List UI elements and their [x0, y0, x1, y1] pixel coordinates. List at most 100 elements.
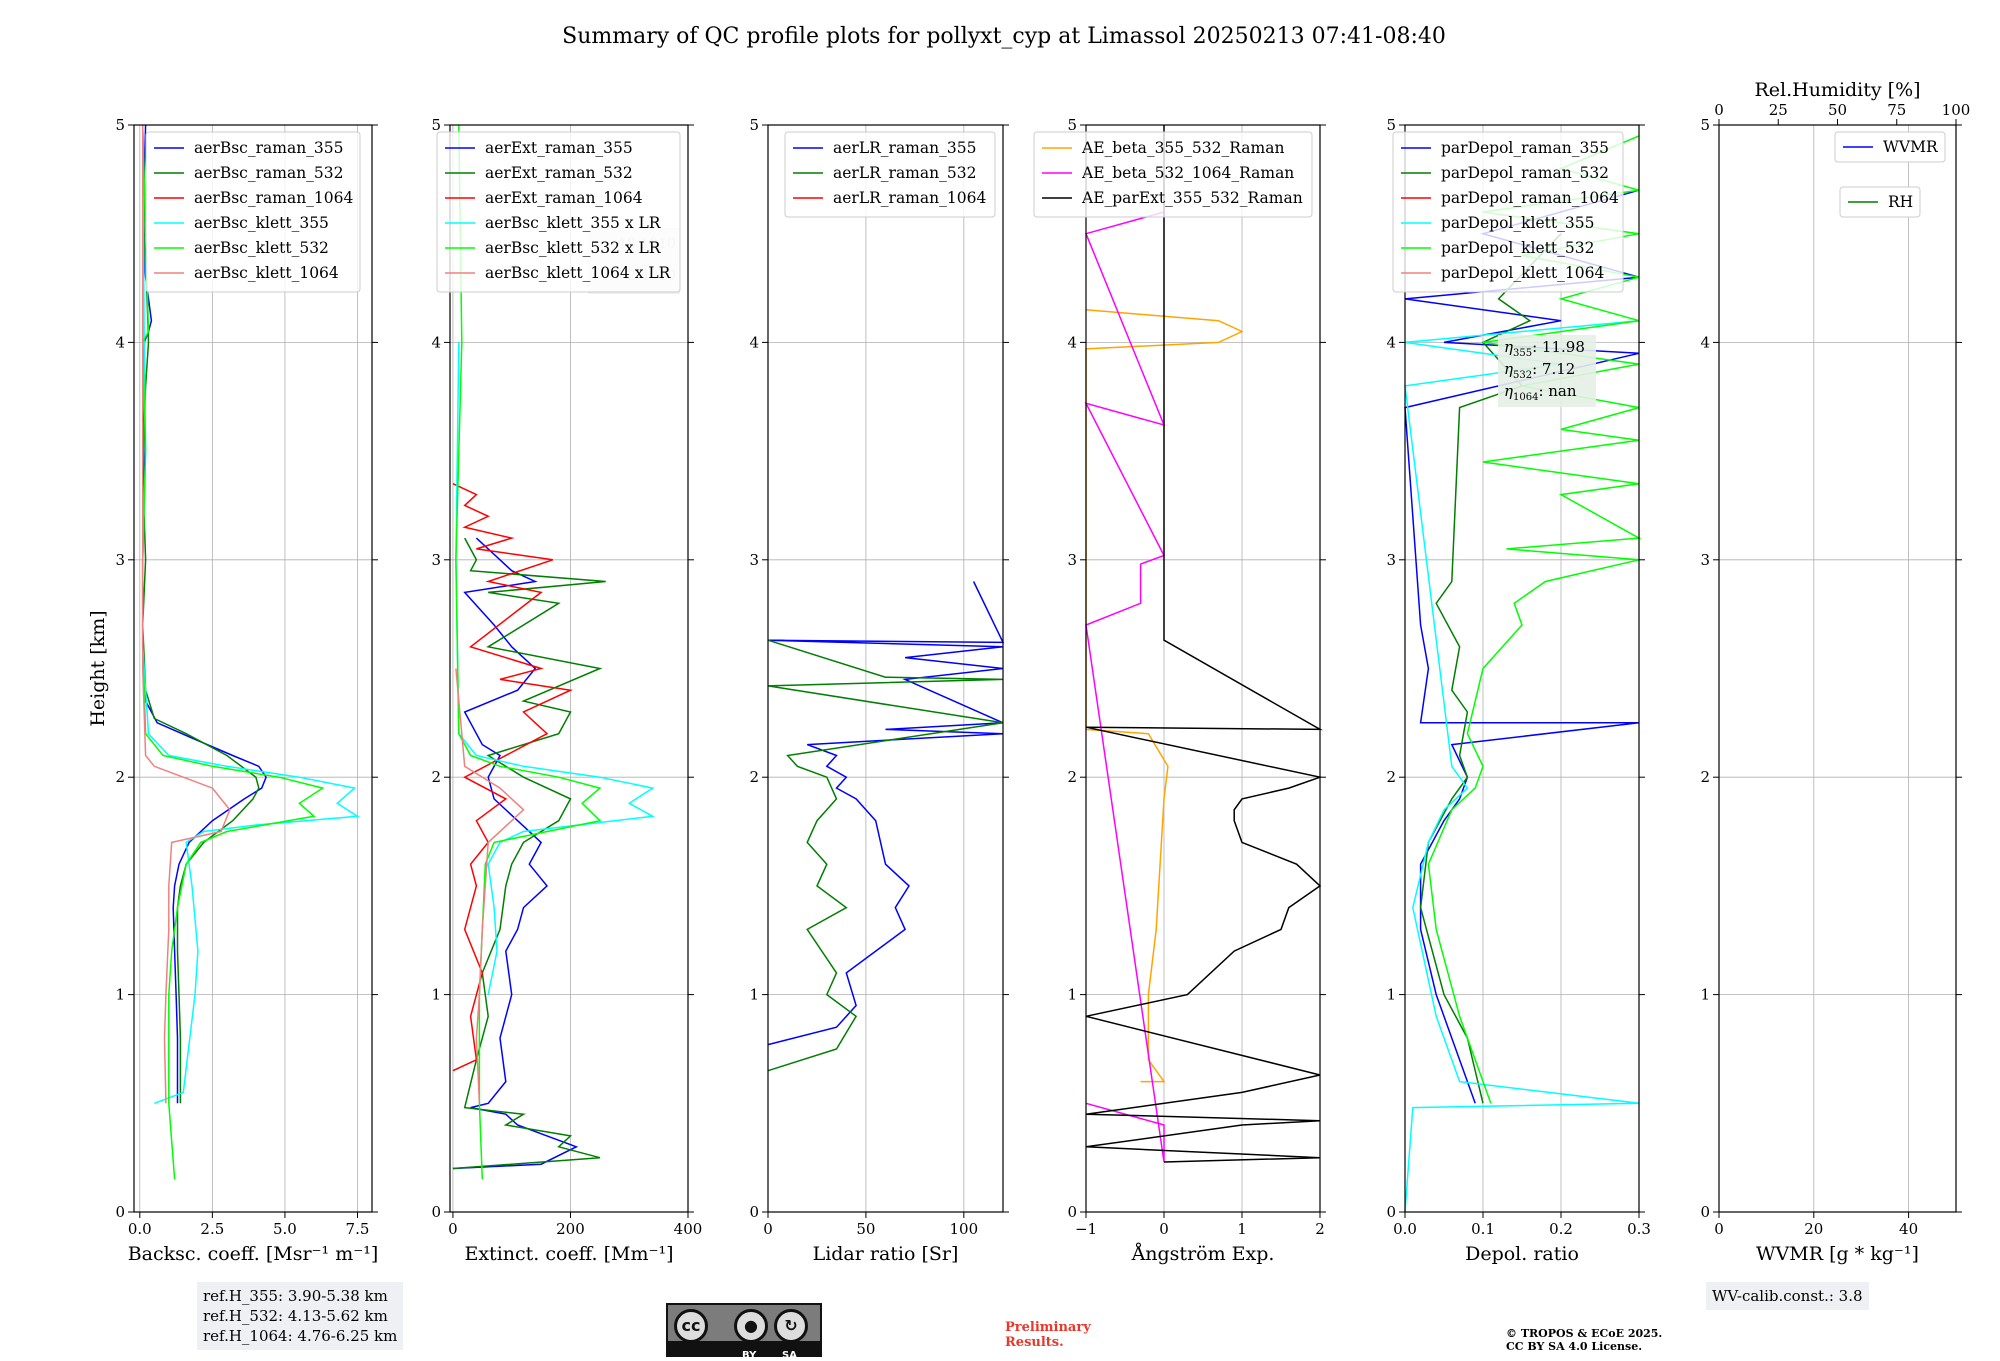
y-tick-label: 2	[1700, 768, 1710, 786]
series-line-aerLR_raman_355	[767, 581, 1005, 1046]
legend-label: parDepol_klett_1064	[1441, 264, 1604, 282]
series-line-parDepol_klett_355	[1404, 319, 1640, 1213]
axes-frame	[767, 124, 1004, 1213]
y-tick-label: 0	[749, 1203, 759, 1221]
x-tick-label: −1	[1075, 1220, 1097, 1238]
legend-label: aerLR_raman_1064	[833, 189, 986, 207]
series-line-aerBsc_klett_355 x LR	[455, 342, 656, 995]
series-line-aerExt_raman_532	[452, 537, 606, 1170]
legend-box	[145, 131, 361, 293]
axes-frame	[133, 124, 373, 1213]
legend-label: aerBsc_klett_355	[194, 214, 329, 232]
y-tick-label: 0	[1386, 1203, 1396, 1221]
legend-label: aerBsc_raman_1064	[194, 189, 354, 207]
y-tick-label: 2	[1386, 768, 1396, 786]
top-x-tick-label: 75	[1887, 101, 1906, 119]
x-tick-label: 400	[674, 1220, 703, 1238]
legend-label: aerBsc_klett_355 x LR	[485, 214, 662, 232]
reference-heights-box: ref.H_355: 3.90-5.38 km ref.H_532: 4.13-…	[197, 1282, 404, 1350]
copyright-notice: © TROPOS & ECoE 2025. CC BY SA 4.0 Licen…	[1506, 1327, 1662, 1353]
series-line-aerBsc_raman_355	[141, 124, 267, 1104]
preliminary-line-2: Results.	[1005, 1335, 1064, 1350]
x-tick-label: 40	[1899, 1220, 1918, 1238]
x-tick-label: 0	[1159, 1220, 1169, 1238]
y-tick-label: 1	[1700, 986, 1710, 1004]
legend-label: parDepol_raman_532	[1441, 164, 1609, 182]
y-tick-label: 5	[1067, 116, 1077, 134]
legend-box	[1033, 131, 1313, 218]
legend-box	[784, 131, 996, 218]
legend-box	[1839, 186, 1921, 218]
y-tick-label: 2	[115, 768, 125, 786]
series-line-aerBsc_klett_532	[141, 124, 325, 1180]
x-tick-label: 0.2	[1549, 1220, 1573, 1238]
x-tick-label: 100	[950, 1220, 979, 1238]
x-tick-label: 2	[1315, 1220, 1325, 1238]
legend-label: parDepol_klett_532	[1441, 239, 1594, 257]
legend-label: aerBsc_klett_532	[194, 239, 329, 257]
eta-annotation-532: η532: 7.12	[1504, 360, 1575, 381]
series-line-aerBsc_raman_532	[141, 124, 260, 1104]
series-line-aerExt_raman_1064	[452, 483, 574, 1072]
y-tick-label: 0	[115, 1203, 125, 1221]
legend-label: aerBsc_klett_1064 x LR	[485, 264, 672, 282]
top-x-tick-label: 0	[1714, 101, 1724, 119]
figure-title: Summary of QC profile plots for pollyxt_…	[562, 24, 1446, 49]
legend-label: parDepol_raman_1064	[1441, 189, 1619, 207]
legend-label: aerLR_raman_355	[833, 139, 976, 157]
legend-label: AE_parExt_355_532_Raman	[1081, 189, 1303, 207]
panel-lidar_ratio: 0 50 100 0 1 2 3 4 5 Lidar ratio [Sr] aerLR_raman_…	[749, 116, 1009, 1265]
panel-backscatter: 0.0 2.5 5.0 7.5 0 1 2 3 4 5 Backsc. coeff. [Msr⁻¹ …	[87, 116, 378, 1265]
x-axis-label: Ångström Exp.	[1131, 1243, 1275, 1265]
axes-frame	[449, 124, 689, 1213]
top-x-axis-label: Rel.Humidity [%]	[1754, 79, 1920, 101]
license-strip	[668, 1341, 820, 1355]
y-tick-label: 3	[749, 551, 759, 569]
legend-label: aerBsc_klett_532 x LR	[485, 239, 662, 257]
x-axis-label: Extinct. coeff. [Mm⁻¹]	[464, 1243, 673, 1265]
legend-label: parDepol_klett_355	[1441, 214, 1594, 232]
y-tick-label: 1	[1386, 986, 1396, 1004]
legend-box	[1834, 131, 1946, 163]
axes-frame	[1085, 124, 1321, 1213]
x-tick-label: 0.0	[1393, 1220, 1417, 1238]
ref-height-1064: ref.H_1064: 4.76-6.25 km	[203, 1327, 398, 1345]
eta-annotation-355: η355: 11.98	[1504, 338, 1585, 359]
x-tick-label: 7.5	[346, 1220, 370, 1238]
legend-box	[1392, 131, 1624, 293]
x-tick-label: 0	[763, 1220, 773, 1238]
x-tick-label: 1	[1237, 1220, 1247, 1238]
axes-frame	[1404, 124, 1640, 1213]
series-line-aerExt_raman_355	[452, 537, 579, 1170]
y-tick-label: 4	[115, 333, 125, 351]
ref-height-532: ref.H_532: 4.13-5.62 km	[203, 1307, 388, 1325]
x-tick-label: 0.0	[128, 1220, 152, 1238]
legend-label: aerExt_raman_1064	[485, 189, 643, 207]
top-x-tick-label: 25	[1769, 101, 1788, 119]
y-tick-label: 5	[431, 116, 441, 134]
x-tick-label: 0	[1714, 1220, 1724, 1238]
series-line-AE_parExt_355_532_Raman	[1085, 125, 1323, 1163]
ref-height-355: ref.H_355: 3.90-5.38 km	[203, 1287, 388, 1305]
eta-annotation-1064: η1064: nan	[1504, 382, 1577, 403]
license-sa: SA	[782, 1350, 797, 1361]
x-tick-label: 50	[856, 1220, 875, 1238]
legend-label: AE_beta_355_532_Raman	[1081, 139, 1284, 157]
x-axis-label: Lidar ratio [Sr]	[813, 1243, 959, 1265]
legend-label: WVMR	[1883, 138, 1939, 156]
x-tick-label: 200	[556, 1220, 585, 1238]
y-tick-label: 1	[115, 986, 125, 1004]
y-tick-label: 1	[1067, 986, 1077, 1004]
legend-label: aerExt_raman_355	[485, 139, 633, 157]
y-tick-label: 2	[431, 768, 441, 786]
share-alike-icon: ↻	[774, 1309, 808, 1343]
series-line-AE_beta_355_532_Raman	[1085, 309, 1244, 1083]
series-line-parDepol_raman_355	[1404, 189, 1640, 1104]
legend-label: aerExt_raman_532	[485, 164, 633, 182]
y-tick-label: 3	[1067, 551, 1077, 569]
y-tick-label: 5	[115, 116, 125, 134]
y-tick-label: 2	[1067, 768, 1077, 786]
legend-label: aerBsc_raman_532	[194, 164, 344, 182]
